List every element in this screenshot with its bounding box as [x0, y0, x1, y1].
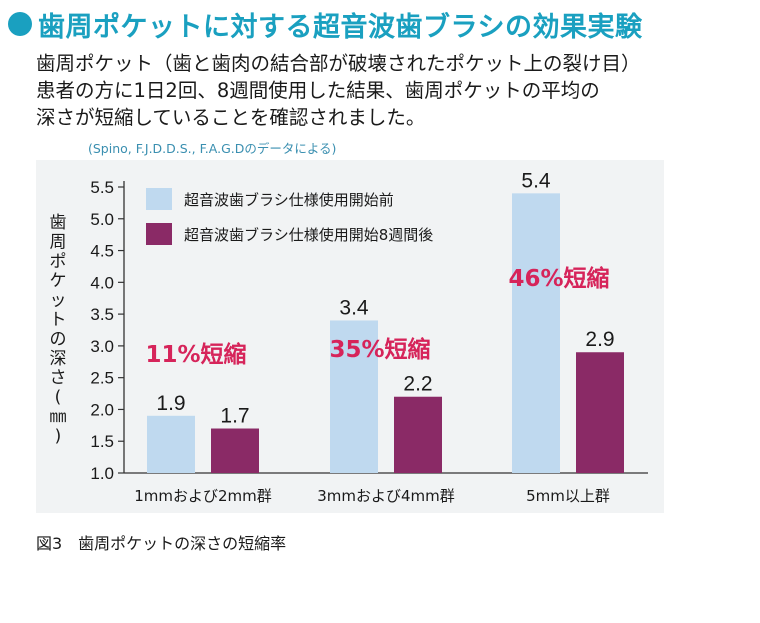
reduction-annotation: 46%短縮 — [508, 265, 609, 292]
intro-line: 深さが短縮していることを確認されました。 — [36, 106, 426, 129]
y-axis-label-char: 歯 — [50, 213, 67, 233]
y-tick-label: 5.0 — [90, 210, 114, 229]
bar-value-label: 1.7 — [220, 405, 249, 428]
legend-swatch — [146, 223, 172, 245]
y-axis-label-char: さ — [50, 368, 67, 388]
bullet-dot-icon — [8, 12, 32, 36]
y-axis-label-char: 周 — [50, 232, 67, 252]
source-note: (Spino, F.J.D.D.S., F.A.G.Dのデータによる) — [88, 141, 337, 156]
chart-panel: 1.0 1.5 2.0 2.5 3.0 3.5 4.0 4.5 5.0 5.5 歯周ポケットの深さ(… — [36, 160, 664, 513]
y-axis-label-char: ) — [55, 426, 62, 446]
heading: 歯周ポケットに対する超音波歯ブラシの効果実験 — [8, 4, 642, 44]
y-tick-label: 3.5 — [90, 305, 114, 324]
figure-caption: 図3 歯周ポケットの深さの短縮率 — [36, 534, 287, 553]
bar — [330, 320, 378, 473]
bar — [576, 352, 624, 473]
bar-value-label: 2.2 — [403, 373, 432, 396]
bar — [512, 193, 560, 473]
bar-chart: 1.0 1.5 2.0 2.5 3.0 3.5 4.0 4.5 5.0 5.5 歯周ポケットの深さ(… — [50, 169, 648, 505]
x-category-label: 1mmおよび2mm群 — [134, 487, 272, 505]
bar — [394, 396, 442, 473]
bar-value-label: 1.9 — [156, 392, 185, 415]
x-category-label: 3mmおよび4mm群 — [317, 487, 455, 505]
intro-text: 歯周ポケット（歯と歯肉の結合部が破壊されたポケット上の裂け目） 患者の方に1日2… — [36, 50, 641, 131]
bar — [211, 428, 259, 473]
y-axis-label-char: の — [50, 329, 67, 349]
y-axis-label-char: ポ — [50, 252, 67, 272]
y-tick-label: 2.0 — [90, 400, 114, 419]
intro-line: 患者の方に1日2回、8週間使用した結果、歯周ポケットの平均の — [36, 79, 600, 102]
y-axis-label-char: 深 — [50, 349, 67, 369]
y-axis-label-char: ㎜ — [50, 407, 67, 427]
y-tick-label: 4.0 — [90, 273, 114, 292]
legend-label: 超音波歯ブラシ仕様使用開始8週間後 — [184, 226, 433, 244]
reduction-annotation: 11%短縮 — [145, 341, 246, 368]
page-title: 歯周ポケットに対する超音波歯ブラシの効果実験 — [38, 11, 643, 43]
reduction-annotation: 35%短縮 — [329, 336, 430, 363]
y-tick-label: 4.5 — [90, 242, 114, 261]
intro-line: 歯周ポケット（歯と歯肉の結合部が破壊されたポケット上の裂け目） — [36, 52, 641, 75]
bar-value-label: 5.4 — [521, 169, 551, 192]
legend-label: 超音波歯ブラシ仕様使用開始前 — [184, 191, 394, 209]
x-category-label: 5mm以上群 — [526, 487, 610, 505]
bar-value-label: 3.4 — [339, 296, 369, 319]
y-tick-label: 3.0 — [90, 337, 114, 356]
y-tick-label: 1.5 — [90, 432, 114, 451]
y-axis-label-char: ケ — [50, 271, 67, 291]
y-axis-label-char: ト — [50, 310, 67, 330]
y-axis-label-char: ッ — [50, 291, 67, 311]
bar-value-label: 2.9 — [585, 328, 614, 351]
y-tick-label: 1.0 — [90, 464, 114, 483]
y-tick-label: 2.5 — [90, 369, 114, 388]
bar — [147, 415, 195, 473]
y-axis-label-char: ( — [55, 388, 62, 408]
y-tick-label: 5.5 — [90, 178, 114, 197]
legend-swatch — [146, 188, 172, 210]
